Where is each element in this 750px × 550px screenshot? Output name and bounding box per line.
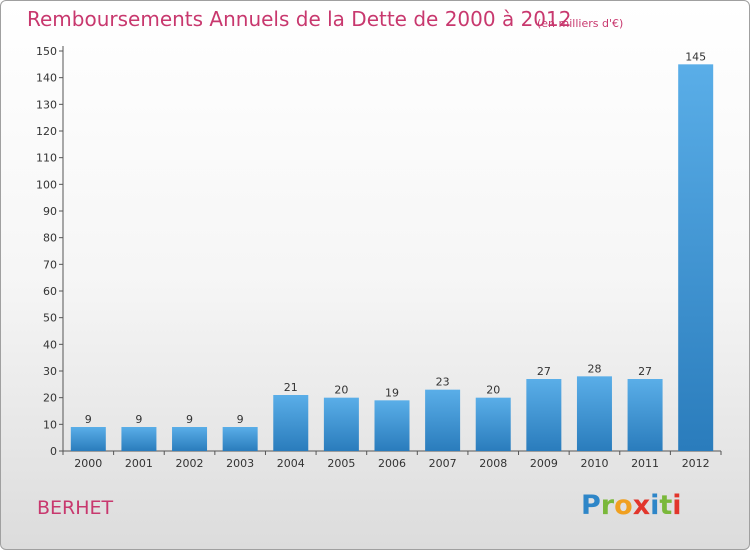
x-tick-label: 2005 [327, 457, 355, 470]
y-tick-label: 40 [43, 338, 57, 351]
y-tick-label: 50 [43, 312, 57, 325]
bar-2012 [678, 64, 714, 452]
y-tick-label: 30 [43, 365, 57, 378]
bar-2002 [172, 427, 208, 451]
bar-value-label: 27 [638, 365, 652, 378]
bar-2007 [425, 389, 461, 451]
x-tick-label: 2008 [479, 457, 507, 470]
x-tick-label: 2000 [74, 457, 102, 470]
bar-2011 [627, 379, 663, 451]
bar-2004 [273, 395, 309, 451]
bar-value-label: 9 [237, 413, 244, 426]
bar-value-label: 9 [186, 413, 193, 426]
bar-2000 [70, 427, 106, 451]
x-tick-label: 2011 [631, 457, 659, 470]
bar-2010 [576, 376, 612, 451]
bar-value-label: 27 [537, 365, 551, 378]
bar-value-label: 9 [135, 413, 142, 426]
y-tick-label: 80 [43, 232, 57, 245]
x-tick-label: 2003 [226, 457, 254, 470]
bar-value-label: 28 [587, 362, 601, 375]
y-tick-label: 140 [36, 72, 57, 85]
bar-2008 [475, 397, 511, 451]
y-tick-label: 150 [36, 45, 57, 58]
y-tick-label: 130 [36, 98, 57, 111]
bar-value-label: 23 [436, 376, 450, 389]
y-tick-label: 20 [43, 392, 57, 405]
x-tick-label: 2009 [530, 457, 558, 470]
y-tick-label: 0 [50, 445, 57, 458]
proxiti-logo: Proxiti [581, 490, 682, 521]
y-tick-label: 10 [43, 418, 57, 431]
y-tick-label: 70 [43, 258, 57, 271]
x-tick-label: 2010 [580, 457, 608, 470]
chart-title: Remboursements Annuels de la Dette de 20… [27, 7, 572, 31]
y-tick-label: 60 [43, 285, 57, 298]
town-name: BERHET [37, 497, 114, 519]
y-tick-label: 120 [36, 125, 57, 138]
bar-value-label: 20 [334, 384, 348, 397]
x-tick-label: 2001 [125, 457, 153, 470]
units-note: (en milliers d'€) [537, 17, 624, 30]
bar-2009 [526, 379, 562, 451]
chart-bars [70, 64, 714, 452]
bar-2005 [323, 397, 359, 451]
x-tick-label: 2004 [277, 457, 305, 470]
x-tick-label: 2002 [176, 457, 204, 470]
x-tick-label: 2006 [378, 457, 406, 470]
bar-value-label: 19 [385, 386, 399, 399]
bar-value-label: 21 [284, 381, 298, 394]
bar-value-label: 20 [486, 384, 500, 397]
x-tick-label: 2007 [429, 457, 457, 470]
bar-2003 [222, 427, 258, 451]
y-tick-label: 100 [36, 178, 57, 191]
bar-2006 [374, 400, 410, 451]
x-tick-label: 2012 [682, 457, 710, 470]
y-tick-label: 90 [43, 205, 57, 218]
bar-chart: 0 10 20 30 40 50 60 70 80 90 100 110 120 130 140 150 20… [36, 45, 722, 470]
bar-2001 [121, 427, 157, 451]
bar-value-label: 9 [85, 413, 92, 426]
y-tick-label: 110 [36, 152, 57, 165]
bar-value-label: 145 [685, 50, 706, 63]
chart-labels: 2000 9 2001 9 2002 9 2003 9 2004 21 2005 20 2006 19 20… [74, 50, 709, 470]
chart-axes: 0 10 20 30 40 50 60 70 80 90 100 110 120 130 140 150 [36, 45, 722, 458]
